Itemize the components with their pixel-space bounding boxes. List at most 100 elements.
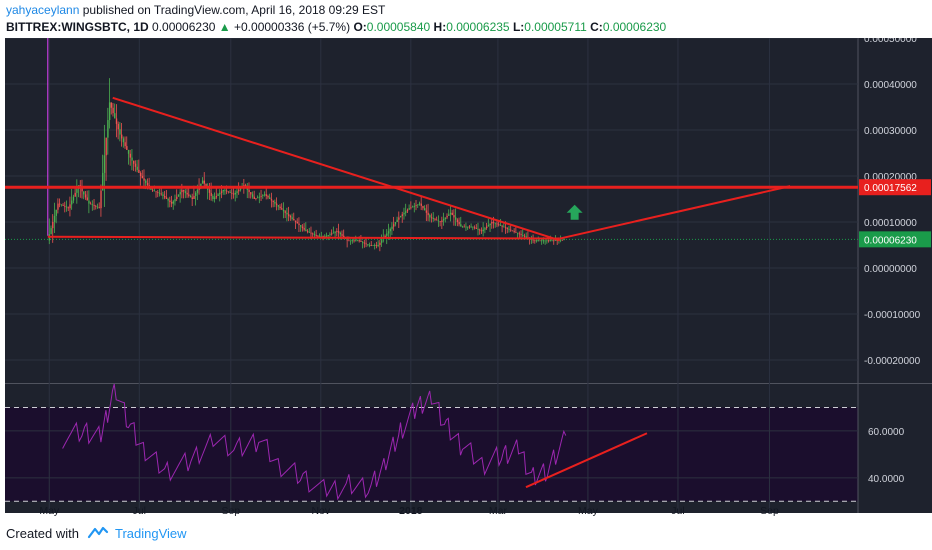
candle-body [260, 195, 262, 197]
candle-body [325, 235, 328, 237]
candle-body [491, 222, 493, 224]
candle-body [177, 194, 180, 197]
candle-body [492, 222, 495, 223]
price-label: 0.00017562 [864, 183, 917, 194]
candle-body [439, 221, 441, 223]
candle-body [179, 192, 181, 195]
price-change: +0.00000336 (+5.7%) [234, 20, 351, 34]
candle-body [444, 217, 447, 219]
author-link[interactable]: yahyaceylann [6, 3, 80, 17]
candle-body [318, 235, 321, 237]
candle-body [415, 205, 417, 206]
candle-body [284, 211, 286, 213]
close-value: 0.00006230 [602, 20, 667, 34]
candle-body [203, 180, 206, 184]
tradingview-brand-link[interactable]: TradingView [114, 526, 187, 541]
candle-body [117, 123, 119, 130]
candle-body [370, 245, 373, 246]
candle-body [356, 240, 359, 242]
candle-body [210, 192, 212, 196]
candle-body [232, 193, 235, 195]
candle-body [102, 172, 104, 191]
candle-body [93, 205, 95, 206]
candle-body [322, 235, 324, 237]
candle-body [134, 163, 137, 167]
candle-body [473, 227, 476, 229]
low-label: L: [512, 20, 525, 34]
candle-body [329, 234, 331, 236]
candle-body [91, 204, 94, 206]
candle-body [84, 194, 87, 198]
candle-body [255, 198, 257, 200]
y-tick-label: -0.00020000 [864, 356, 921, 367]
candle-body [532, 239, 534, 241]
candle-body [537, 240, 540, 242]
candle-body [494, 222, 497, 224]
candle-body [516, 232, 519, 234]
price-pane [5, 38, 858, 383]
candle-body [377, 245, 379, 246]
candle-body [436, 219, 438, 221]
candle-body [518, 233, 521, 235]
candle-body [217, 194, 219, 196]
candle-body [226, 190, 228, 192]
candle-body [55, 209, 57, 216]
candle-body [511, 230, 514, 232]
candle-body [146, 182, 149, 186]
x-tick-label: Sep [760, 505, 779, 517]
price-chart-svg[interactable]: May Jul Sep Nov 2018 Mar May Jul Sep 0.00050000 0.… [0, 34, 932, 518]
candle-body [549, 240, 552, 242]
candle-body [563, 239, 565, 241]
candle-body [281, 208, 283, 210]
candle-body [129, 153, 131, 158]
candle-body [485, 226, 488, 229]
candle-body [174, 199, 176, 202]
candle-body [83, 191, 85, 195]
tradingview-cloud-icon [87, 525, 109, 542]
candle-body [193, 195, 195, 199]
candle-body [424, 208, 426, 211]
rsi-band [5, 407, 858, 502]
candle-body [456, 219, 459, 222]
price-axis [858, 38, 932, 513]
candle-body [176, 196, 178, 199]
candle-body [315, 235, 317, 236]
candle-body [188, 194, 190, 196]
candle-body [67, 207, 70, 209]
candle-body [201, 180, 204, 184]
candle-body [298, 223, 300, 226]
x-tick-label: Jul [671, 505, 684, 517]
candle-body [69, 204, 71, 209]
candle-body [348, 240, 350, 242]
candle-body [520, 234, 522, 236]
candle-body [554, 240, 557, 242]
candle-body [387, 231, 390, 234]
candle-body [65, 206, 68, 208]
candle-body [551, 240, 553, 242]
candle-body [312, 233, 314, 235]
last-price: 0.00006230 [152, 20, 216, 34]
candle-body [405, 211, 407, 213]
high-value: 0.00006235 [446, 20, 510, 34]
candle-body [294, 220, 297, 222]
candle-body [76, 189, 78, 193]
price-label-box [859, 179, 931, 196]
candle-body [477, 228, 479, 230]
chart-area[interactable]: May Jul Sep Nov 2018 Mar May Jul Sep 0.00050000 0.… [0, 34, 932, 518]
candle-body [391, 226, 393, 229]
candle-body [460, 224, 462, 227]
y-tick-label: 0.00020000 [864, 172, 917, 183]
candle-body [89, 203, 92, 205]
candle-body [453, 215, 455, 218]
candle-body [374, 245, 376, 246]
candle-body [57, 203, 59, 210]
candle-body [468, 226, 471, 228]
candle-body [336, 231, 338, 232]
candle-body [52, 222, 54, 229]
candle-body [470, 226, 472, 228]
candle-body [50, 228, 52, 235]
candle-body [332, 232, 335, 234]
candle-body [251, 194, 254, 197]
x-tick-label: Sep [221, 505, 240, 517]
candle-body [205, 183, 207, 187]
